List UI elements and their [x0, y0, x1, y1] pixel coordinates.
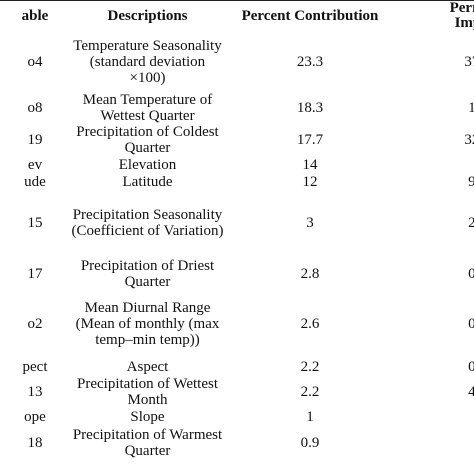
cell-permutation-importance: 4.7 [468, 384, 474, 400]
cell-variable: o2 [27, 316, 43, 332]
cell-permutation-importance: 2.5 [468, 215, 474, 231]
table-row: pect Aspect 2.2 0.4 [0, 357, 474, 376]
cell-percent-contribution: 12 [302, 173, 318, 190]
cell-percent-contribution: 17.7 [296, 132, 324, 148]
header-permutation-line1: Permuta [449, 0, 474, 16]
cell-variable: ude [24, 173, 46, 190]
cell-permutation-importance: 1.6 [468, 100, 474, 116]
cell-variable: ope [24, 409, 46, 425]
cell-percent-contribution: 3 [306, 215, 314, 231]
cell-percent-contribution: 14 [302, 156, 318, 173]
table-row: o2 Mean Diurnal Range (Mean of monthly (m… [0, 291, 474, 357]
table-row: 17 Precipitation of Driest Quarter 2.8 0.5 [0, 256, 474, 291]
cell-permutation-importance: 0.7 [468, 316, 474, 332]
table-top-rule [0, 0, 474, 1]
table-row: 15 Precipitation Seasonality (Coefficient… [0, 190, 474, 256]
cell-variable: 17 [27, 265, 43, 282]
cell-percent-contribution: 1 [306, 409, 314, 425]
cell-percent-contribution: 0.9 [300, 435, 320, 451]
table-row: ev Elevation 14 5 [0, 156, 474, 173]
header-descriptions: Descriptions [107, 8, 188, 24]
cell-description: Temperature Seasonality (standard deviat… [73, 38, 222, 86]
header-row: able Descriptions Percent Contribution P… [0, 0, 474, 32]
cell-percent-contribution: 2.8 [300, 265, 320, 282]
cell-variable: 19 [27, 132, 43, 148]
cell-permutation-importance: 3 [395, 426, 474, 460]
cell-percent-contribution: 23.3 [296, 54, 324, 70]
cell-permutation-importance: 0.5 [468, 265, 474, 282]
cell-description: Precipitation of Coldest Quarter [76, 124, 219, 156]
cell-description: Precipitation Seasonality (Coefficient o… [71, 207, 224, 239]
cell-variable: 18 [27, 435, 43, 451]
cell-permutation-importance: 32.8 [464, 132, 474, 148]
cell-description: Precipitation of Wettest Month [77, 376, 218, 408]
cell-percent-contribution: 2.6 [300, 316, 320, 332]
cell-description: Aspect [126, 358, 169, 375]
cell-description: Mean Diurnal Range (Mean of monthly (max… [75, 300, 220, 348]
table-row: 13 Precipitation of Wettest Month 2.2 4.7 [0, 376, 474, 408]
cell-description: Precipitation of Driest Quarter [80, 257, 215, 290]
table-row: o8 Mean Temperature of Wettest Quarter 18.… [0, 92, 474, 124]
table-row: ude Latitude 12 9.6 [0, 173, 474, 190]
cell-description: Latitude [122, 173, 173, 190]
cell-permutation-importance: 0.4 [468, 358, 474, 375]
cell-variable: ev [27, 156, 43, 173]
table-row: 18 Precipitation of Warmest Quarter 0.9 3 [0, 426, 474, 460]
table-row: ope Slope 1 2 [0, 408, 474, 426]
cell-variable: 13 [27, 384, 43, 400]
header-percent-contribution: Percent Contribution [241, 8, 379, 24]
cell-variable: pect [22, 358, 48, 375]
header-permutation-importance: Permuta Import [395, 0, 474, 32]
cell-percent-contribution: 18.3 [296, 100, 324, 116]
cell-description: Precipitation of Warmest Quarter [72, 427, 223, 459]
cell-permutation-importance: 9.6 [468, 173, 474, 190]
cell-variable: o4 [27, 54, 43, 70]
cell-variable: 15 [27, 215, 43, 231]
cell-permutation-importance: 5 [395, 156, 474, 173]
cell-description: Mean Temperature of Wettest Quarter [82, 92, 213, 124]
cell-permutation-importance: 37.1 [464, 54, 474, 70]
cell-percent-contribution: 2.2 [300, 384, 320, 400]
variable-contribution-table: able Descriptions Percent Contribution P… [0, 0, 474, 460]
cell-percent-contribution: 2.2 [300, 358, 320, 375]
table-row: o4 Temperature Seasonality (standard devi… [0, 32, 474, 92]
cell-permutation-importance: 2 [395, 408, 474, 426]
cell-description: Elevation [118, 156, 177, 173]
table-body: o4 Temperature Seasonality (standard devi… [0, 32, 474, 460]
cell-variable: o8 [27, 100, 43, 116]
table-row: 19 Precipitation of Coldest Quarter 17.7 32… [0, 124, 474, 156]
header-permutation-line2: Import [454, 15, 474, 31]
header-variable: able [21, 8, 49, 24]
cell-description: Slope [130, 409, 165, 425]
